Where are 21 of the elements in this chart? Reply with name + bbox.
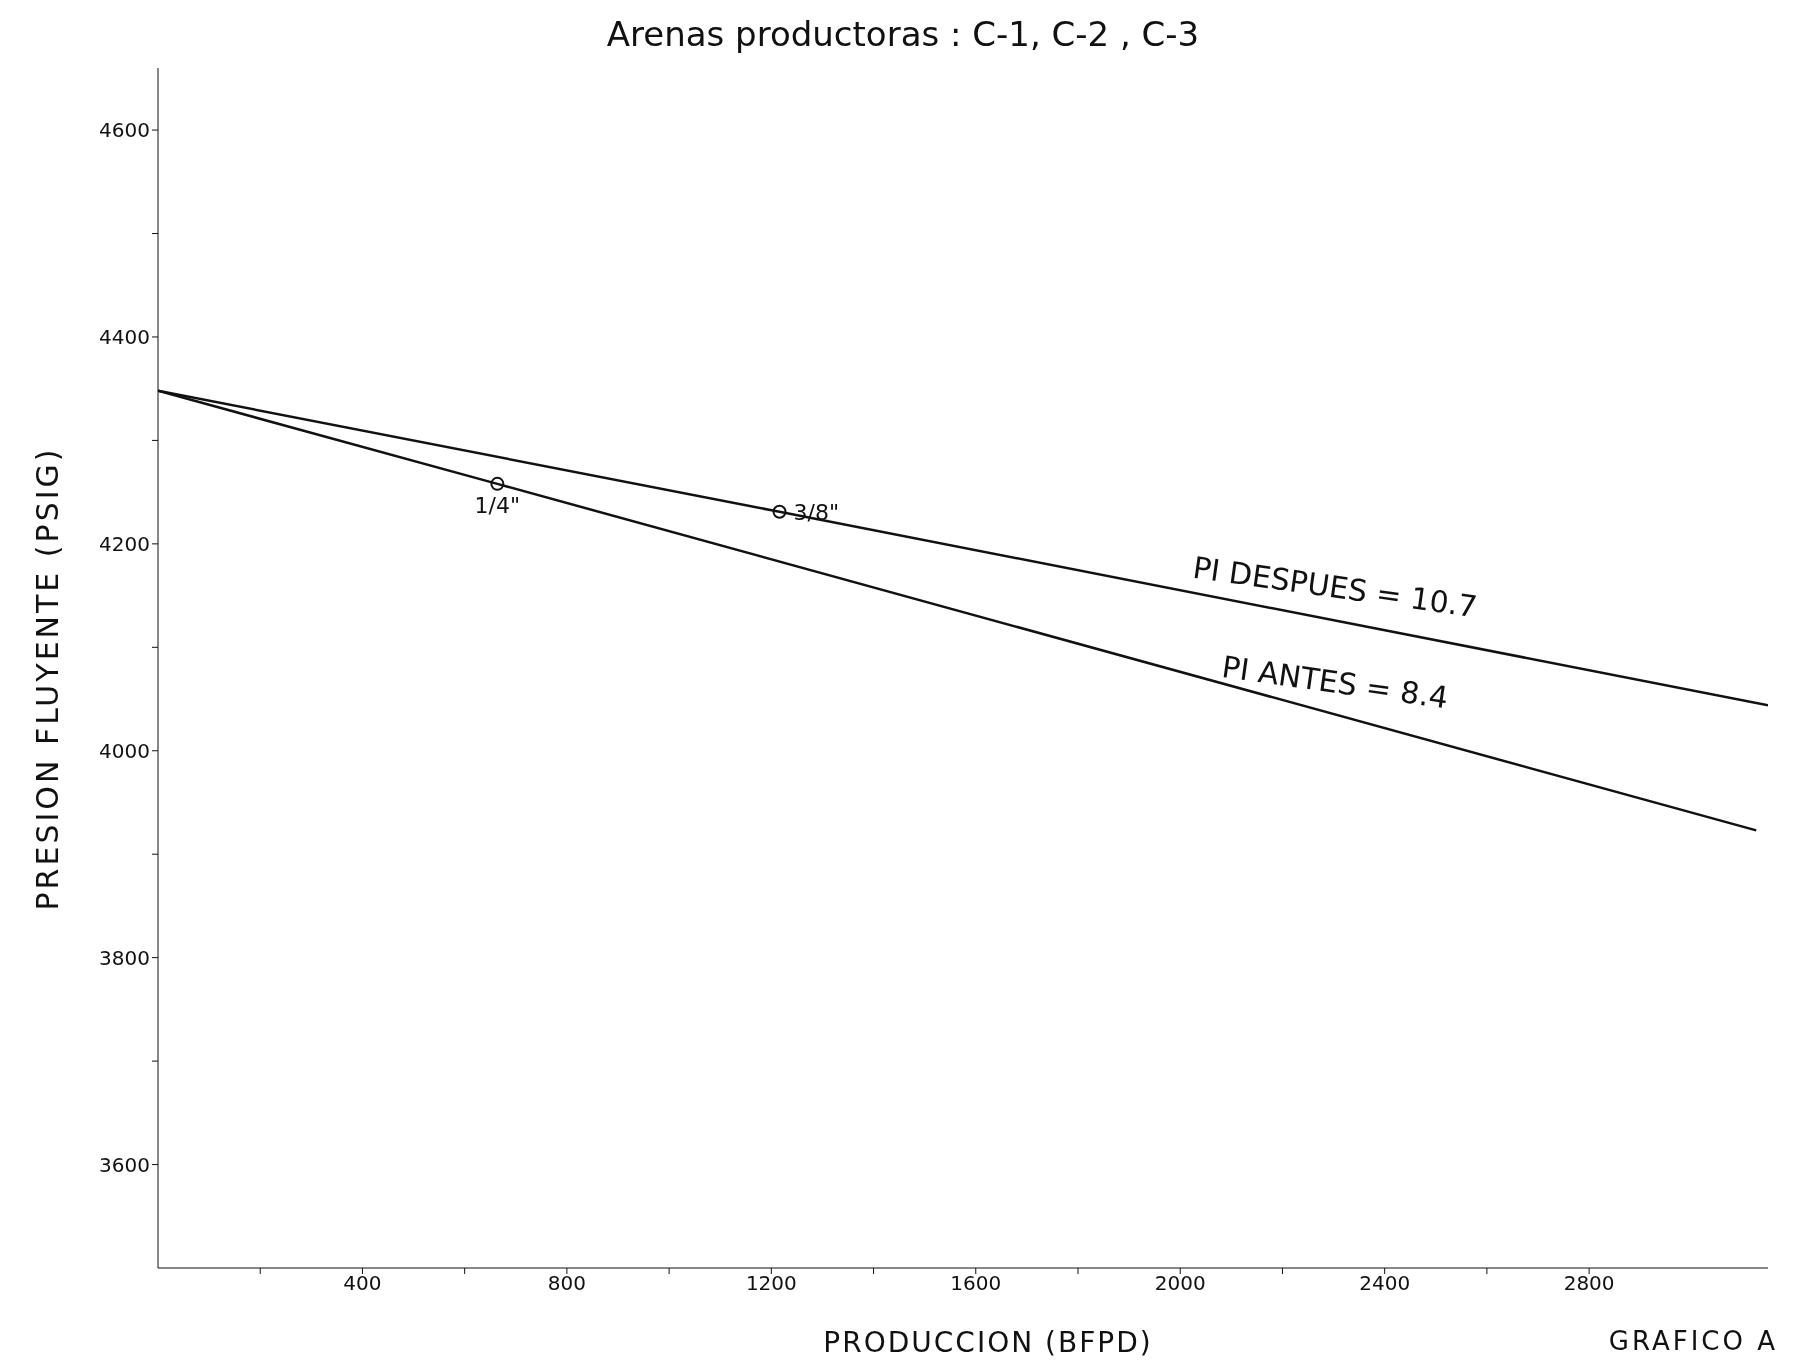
y-tick-label: 3600 — [99, 1152, 150, 1177]
text: GRAFICO A — [1608, 1326, 1778, 1356]
y-tick-label: 4400 — [99, 325, 150, 350]
y-tick-label: 4000 — [99, 738, 150, 763]
x-tick-label: 400 — [343, 1271, 382, 1296]
annotation: 1/4" — [474, 493, 521, 519]
y-tick-label: 4200 — [99, 531, 150, 556]
annotation: PI ANTES = 8.4 — [1219, 648, 1451, 716]
annotation: PI DESPUES = 10.7 — [1190, 549, 1480, 625]
y-tick-label: 4600 — [99, 118, 150, 143]
chart-title: Arenas productoras : C-1, C-2 , C-3 — [605, 14, 1201, 54]
annotation: 3/8" — [793, 499, 840, 525]
x-tick-label: 2400 — [1359, 1271, 1411, 1296]
x-tick-label: 1600 — [950, 1271, 1002, 1296]
x-tick-label: 2000 — [1154, 1271, 1206, 1296]
y-tick-label: 3800 — [99, 945, 150, 970]
x-tick-label: 1200 — [745, 1271, 797, 1296]
y-axis-title: PRESION FLUYENTE (PSIG) — [30, 446, 66, 910]
x-tick-label: 2800 — [1563, 1271, 1615, 1296]
x-tick-label: 800 — [547, 1271, 586, 1296]
x-axis-title: PRODUCCION (BFPD) — [823, 1326, 1153, 1359]
